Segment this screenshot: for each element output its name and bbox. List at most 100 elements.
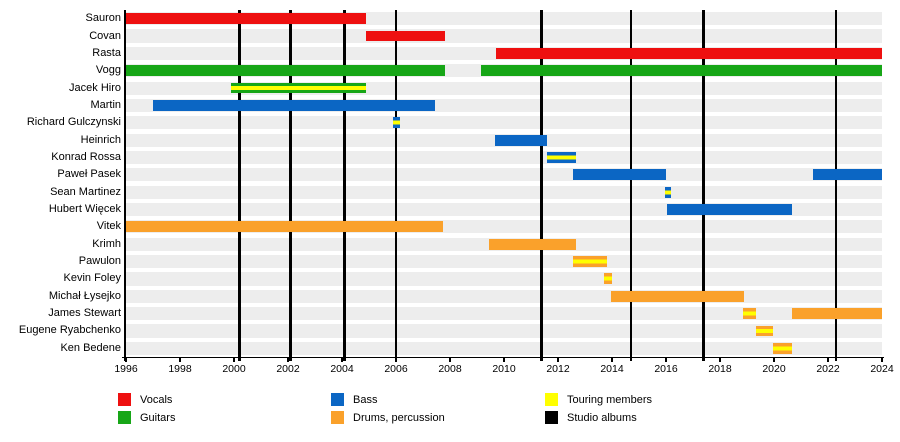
legend-item-drums: Drums, percussion: [331, 411, 445, 424]
legend-swatch-vocals-icon: [118, 393, 131, 406]
member-tenure-bar-covan: [366, 30, 445, 42]
member-tenure-bar-vitek: [126, 221, 444, 233]
x-axis-tick-label: 2022: [816, 363, 840, 375]
member-tenure-bar-kevin-foley: [603, 273, 612, 285]
studio-album-line: [238, 10, 241, 361]
member-tenure-bar-rasta: [495, 47, 882, 59]
studio-album-line: [702, 10, 706, 361]
member-row-track-covan: [126, 29, 882, 43]
member-tenure-bar-pawulon: [572, 256, 607, 267]
x-axis-tick-label: 2014: [600, 363, 624, 375]
legend-item-albums: Studio albums: [545, 411, 637, 424]
x-axis-tick: [503, 358, 505, 363]
member-tenure-bar-heinrich: [494, 134, 548, 146]
x-axis-tick: [125, 358, 127, 363]
member-row-track-pawel-pasek: [126, 168, 882, 182]
member-label-richard-gulczynski: Richard Gulczynski: [26, 116, 121, 129]
member-row-track-ken-bedene: [126, 341, 882, 355]
x-axis-tick: [395, 358, 397, 363]
x-axis-tick-label: 2006: [384, 363, 408, 375]
x-axis-tick-label: 2010: [492, 363, 516, 375]
studio-album-line: [629, 10, 633, 361]
member-label-pawulon: Pawulon: [78, 255, 121, 268]
x-axis-tick-label: 2024: [870, 363, 894, 375]
member-label-heinrich: Heinrich: [80, 133, 121, 146]
member-row-track-richard-gulczynski: [126, 116, 882, 130]
member-tenure-bar-hubert-wiecek: [667, 204, 792, 215]
member-tenure-bar-eugene-ryabchenko: [756, 325, 773, 337]
x-axis-tick: [341, 358, 343, 363]
member-label-vogg: Vogg: [95, 64, 121, 77]
x-axis-tick-label: 2000: [222, 363, 246, 375]
member-tenure-bar-martin: [153, 99, 436, 111]
member-tenure-bar-james-stewart: [791, 308, 882, 320]
member-tenure-bar-michal-lysejko: [610, 290, 745, 302]
plot-left-axis-line: [124, 10, 127, 361]
x-axis-tick: [827, 358, 829, 363]
legend-item-bass: Bass: [331, 393, 377, 406]
legend-swatch-touring-icon: [545, 393, 558, 406]
legend-swatch-albums-icon: [545, 411, 558, 424]
x-axis-tick: [719, 358, 721, 363]
member-row-track-pawulon: [126, 255, 882, 269]
member-label-kevin-foley: Kevin Foley: [63, 272, 121, 285]
member-tenure-bar-sean-martinez: [664, 186, 672, 198]
member-tenure-bar-jacek-hiro: [231, 82, 367, 94]
x-axis-tick: [665, 358, 667, 363]
member-label-hubert-wiecek: Hubert Więcek: [48, 203, 121, 216]
member-row-track-eugene-ryabchenko: [126, 324, 882, 338]
member-label-eugene-ryabchenko: Eugene Ryabchenko: [18, 324, 121, 337]
legend-label-drums: Drums, percussion: [353, 411, 445, 424]
x-axis-tick-label: 1996: [114, 363, 138, 375]
legend-item-vocals: Vocals: [118, 393, 172, 406]
member-tenure-bar-richard-gulczynski: [393, 117, 401, 129]
studio-album-line: [343, 10, 347, 361]
x-axis-tick: [773, 358, 775, 363]
studio-album-line: [834, 10, 838, 361]
legend-label-vocals: Vocals: [140, 393, 173, 406]
member-label-sean-martinez: Sean Martinez: [50, 185, 121, 198]
x-axis-tick-label: 1998: [168, 363, 192, 375]
legend-label-guitars: Guitars: [140, 411, 176, 424]
member-label-martin: Martin: [90, 98, 121, 111]
x-axis-tick: [233, 358, 235, 363]
x-axis-tick-label: 2016: [654, 363, 678, 375]
member-tenure-bar-krimh: [489, 238, 576, 250]
member-row-track-sean-martinez: [126, 185, 882, 199]
studio-album-line: [394, 10, 398, 361]
member-label-vitek: Vitek: [96, 220, 121, 233]
legend-swatch-bass-icon: [331, 393, 344, 406]
member-tenure-bar-sauron: [126, 13, 367, 25]
legend-swatch-drums-icon: [331, 411, 344, 424]
member-tenure-bar-ken-bedene: [772, 342, 792, 354]
member-tenure-bar-vogg: [126, 65, 445, 77]
studio-album-line: [289, 10, 293, 361]
x-axis-tick: [611, 358, 613, 363]
member-label-rasta: Rasta: [92, 46, 121, 59]
member-label-ken-bedene: Ken Bedene: [60, 341, 121, 354]
x-axis-tick: [881, 358, 883, 363]
member-label-james-stewart: James Stewart: [48, 307, 121, 320]
x-axis-tick-label: 2004: [330, 363, 354, 375]
member-row-track-james-stewart: [126, 307, 882, 321]
x-axis-tick-label: 2008: [438, 363, 462, 375]
studio-album-line: [540, 10, 544, 361]
member-row-track-kevin-foley: [126, 272, 882, 286]
x-axis-tick: [287, 358, 289, 363]
x-axis-tick: [179, 358, 181, 363]
x-axis-tick-label: 2020: [762, 363, 786, 375]
member-label-covan: Covan: [89, 29, 121, 42]
member-tenure-bar-pawel-pasek: [813, 169, 882, 181]
member-row-track-konrad-rossa: [126, 150, 882, 165]
member-tenure-bar-james-stewart: [742, 308, 757, 320]
legend-item-guitars: Guitars: [118, 411, 175, 424]
x-axis-tick-label: 2018: [708, 363, 732, 375]
member-tenure-bar-vogg: [481, 65, 882, 77]
x-axis-tick-label: 2002: [276, 363, 300, 375]
member-tenure-bar-konrad-rossa: [547, 152, 576, 163]
member-label-michal-lysejko: Michał Łysejko: [48, 289, 121, 302]
member-label-pawel-pasek: Paweł Pasek: [57, 168, 121, 181]
x-axis-line: [122, 356, 884, 359]
legend-label-touring: Touring members: [567, 393, 652, 406]
